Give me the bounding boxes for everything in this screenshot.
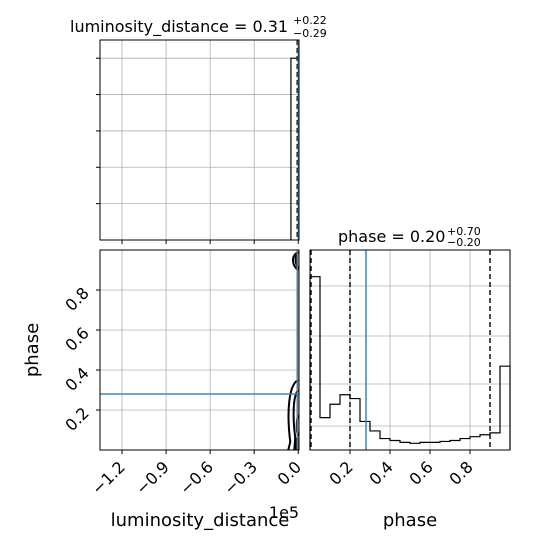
phase-hist-frame — [309, 249, 511, 451]
x-axis-offset-text: 1e5 — [269, 503, 299, 522]
luminosity-distance-title: luminosity_distance = 0.31 — [70, 17, 288, 37]
contour-frame — [99, 249, 300, 451]
luminosity-distance-title-upper-error: +0.22 — [293, 14, 327, 27]
phase-hist-step-line — [309, 276, 511, 450]
contour-density-core — [294, 438, 299, 450]
x-axis-label-luminosity-distance: luminosity_distance — [111, 510, 290, 531]
contour-line — [287, 379, 299, 451]
phase-title: phase = 0.20 — [338, 227, 445, 246]
y-axis-label-phase: phase — [22, 323, 43, 377]
x-axis-label-phase: phase — [383, 510, 437, 531]
luminosity-hist-frame — [99, 39, 300, 241]
phase-title-lower-error: −0.20 — [447, 236, 481, 249]
phase-title-upper-error: +0.70 — [447, 225, 481, 238]
luminosity-distance-title-lower-error: −0.29 — [293, 27, 327, 40]
